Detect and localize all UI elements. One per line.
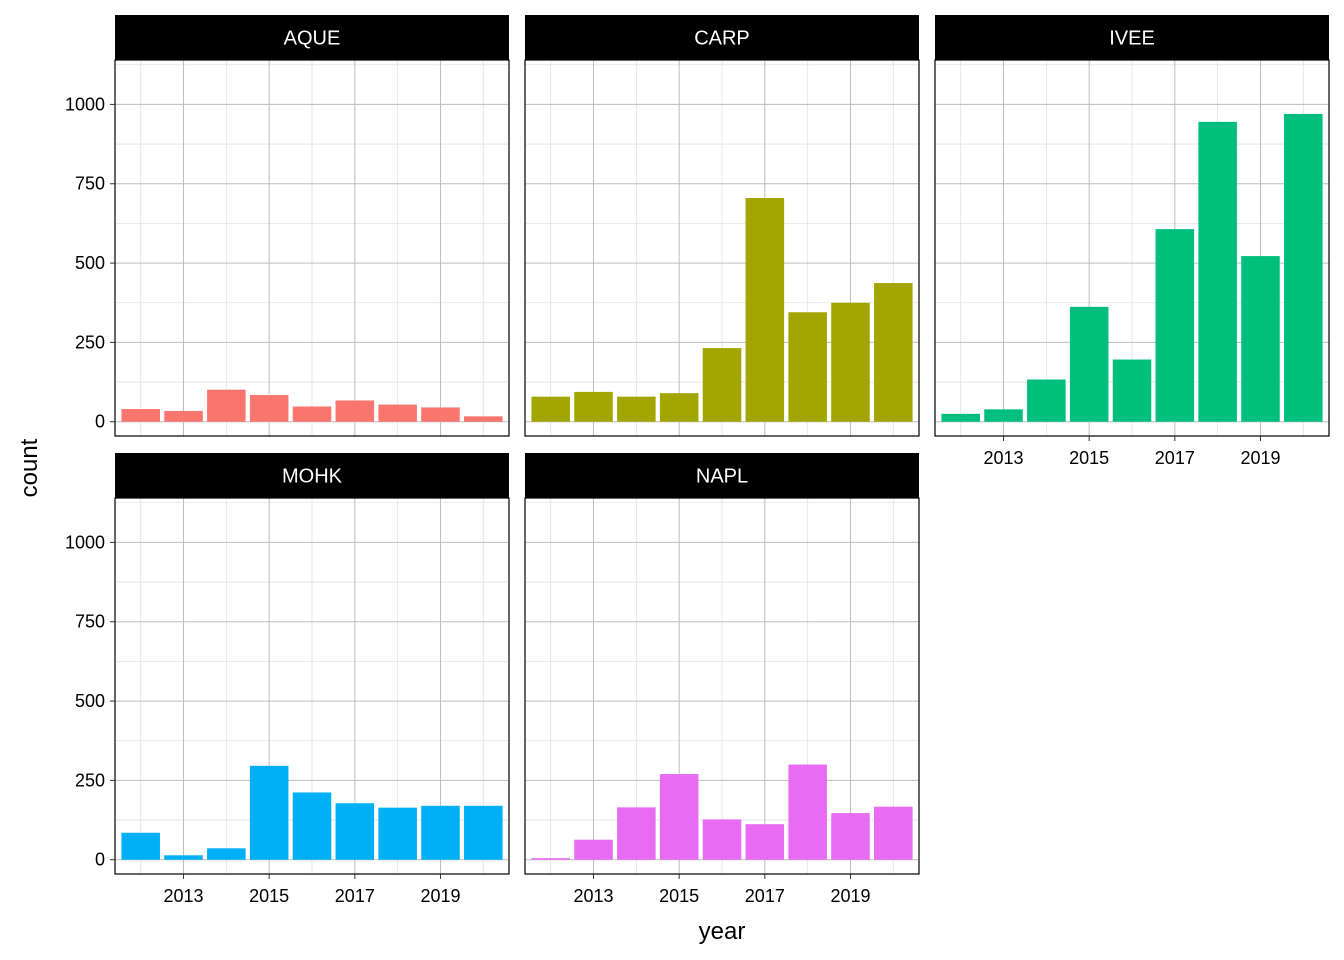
bar-ivee-2016 xyxy=(1112,359,1152,422)
panel-border xyxy=(114,497,510,875)
y-tick-label: 250 xyxy=(75,332,105,352)
bar-ivee-2012 xyxy=(941,413,980,422)
y-tick-label: 750 xyxy=(75,174,105,194)
facet-panel-carp: CARP xyxy=(524,15,920,437)
panel-border xyxy=(524,59,920,437)
bar-napl-2020 xyxy=(874,806,913,860)
bar-napl-2015 xyxy=(659,774,699,860)
bar-mohk-2018 xyxy=(378,807,417,860)
x-tick-label: 2015 xyxy=(249,886,289,906)
x-tick-label: 2013 xyxy=(983,448,1023,468)
facet-panel-napl: NAPL 2013 2015 2017 2019 xyxy=(524,453,920,906)
bar-ivee-2013 xyxy=(984,409,1023,422)
bar-napl-2018 xyxy=(788,764,827,860)
facet-strip-label: CARP xyxy=(694,28,750,50)
x-tick-label: 2019 xyxy=(1240,448,1280,468)
bar-ivee-2019 xyxy=(1241,256,1280,422)
bar-mohk-2015 xyxy=(249,765,289,860)
facet-panel-aque: AQUE 0 250 500 750 1000 xyxy=(65,15,510,437)
bar-aque-2018 xyxy=(378,404,417,422)
bar-carp-2013 xyxy=(574,391,613,422)
x-tick-label: 2013 xyxy=(573,886,613,906)
bar-napl-2014 xyxy=(617,807,656,860)
bar-carp-2016 xyxy=(702,348,742,422)
facet-strip-label: IVEE xyxy=(1109,28,1155,50)
facet-strip-label: NAPL xyxy=(696,466,748,488)
y-tick-label: 1000 xyxy=(65,94,105,114)
y-tick-label: 500 xyxy=(75,253,105,273)
x-tick-label: 2019 xyxy=(420,886,460,906)
bar-mohk-2020 xyxy=(464,805,503,860)
bar-aque-2020 xyxy=(464,416,503,422)
x-tick-label: 2017 xyxy=(1155,448,1195,468)
bar-mohk-2014 xyxy=(207,848,246,860)
bar-ivee-2017 xyxy=(1155,229,1195,422)
x-tick-label: 2017 xyxy=(335,886,375,906)
bar-aque-2013 xyxy=(164,410,203,422)
panel-border xyxy=(934,59,1330,437)
bar-aque-2012 xyxy=(121,409,160,422)
bar-mohk-2017 xyxy=(335,803,375,860)
facet-strip-label: MOHK xyxy=(282,466,343,488)
bar-carp-2019 xyxy=(831,302,870,422)
bar-mohk-2013 xyxy=(164,855,203,860)
panel-border xyxy=(524,497,920,875)
bar-aque-2017 xyxy=(335,400,375,422)
y-tick-label: 1000 xyxy=(65,532,105,552)
facet-strip xyxy=(115,15,509,60)
bar-carp-2017 xyxy=(745,198,785,422)
bar-aque-2014 xyxy=(207,389,246,422)
bar-napl-2013 xyxy=(574,839,613,860)
facet-strip xyxy=(525,15,919,60)
y-tick-label: 250 xyxy=(75,770,105,790)
x-axis-title: year xyxy=(699,918,746,945)
facet-panel-ivee: IVEE 2013 2015 2017 2019 xyxy=(934,15,1330,468)
x-tick-label: 2017 xyxy=(745,886,785,906)
bar-carp-2015 xyxy=(659,393,699,422)
bar-mohk-2019 xyxy=(421,805,460,860)
bar-ivee-2014 xyxy=(1027,379,1066,422)
panel-border xyxy=(114,59,510,437)
y-tick-label: 500 xyxy=(75,691,105,711)
bar-napl-2017 xyxy=(745,824,785,860)
bar-mohk-2016 xyxy=(292,792,332,860)
facet-strip xyxy=(935,15,1329,60)
y-tick-label: 0 xyxy=(95,412,105,432)
bar-ivee-2015 xyxy=(1069,306,1109,422)
facet-panel-mohk: MOHK 0 250 500 750 1000 2013 2015 2017 2019 xyxy=(65,453,510,906)
y-tick-label: 0 xyxy=(95,850,105,870)
facet-strip xyxy=(525,453,919,498)
bar-napl-2016 xyxy=(702,819,742,860)
bar-aque-2019 xyxy=(421,407,460,422)
bar-ivee-2020 xyxy=(1284,113,1323,422)
bar-carp-2018 xyxy=(788,312,827,422)
y-axis-title: count xyxy=(16,438,43,497)
bar-carp-2014 xyxy=(617,396,656,422)
y-tick-label: 750 xyxy=(75,612,105,632)
bar-carp-2012 xyxy=(531,396,570,422)
bar-mohk-2012 xyxy=(121,832,160,860)
x-tick-label: 2019 xyxy=(830,886,870,906)
facet-strip-label: AQUE xyxy=(284,28,341,50)
facet-strip xyxy=(115,453,509,498)
x-tick-label: 2013 xyxy=(163,886,203,906)
bar-carp-2020 xyxy=(874,283,913,422)
bar-aque-2016 xyxy=(292,406,332,422)
bar-ivee-2018 xyxy=(1198,121,1237,422)
x-tick-label: 2015 xyxy=(1069,448,1109,468)
bar-napl-2012 xyxy=(531,858,570,860)
bar-napl-2019 xyxy=(831,813,870,860)
bar-aque-2015 xyxy=(249,395,289,422)
x-tick-label: 2015 xyxy=(659,886,699,906)
